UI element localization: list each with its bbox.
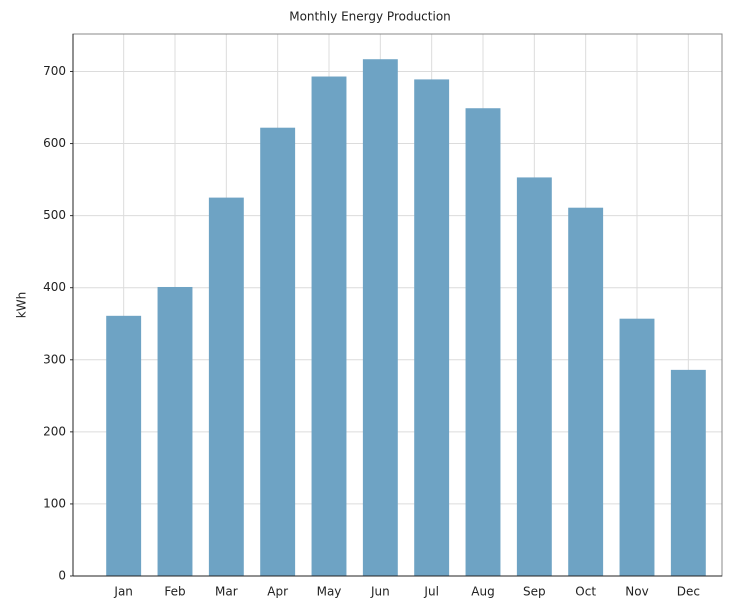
- y-tick-label: 600: [43, 136, 66, 150]
- bar: [619, 318, 655, 576]
- y-tick-label: 500: [43, 208, 66, 222]
- bar: [106, 315, 142, 576]
- bar: [568, 207, 604, 576]
- bar: [414, 79, 450, 576]
- x-tick-label: Dec: [677, 585, 700, 599]
- chart-title: Monthly Energy Production: [289, 10, 451, 24]
- x-tick-label: Oct: [575, 585, 596, 599]
- y-tick-label: 700: [43, 64, 66, 78]
- bar: [465, 108, 501, 577]
- x-tick-label: Nov: [625, 585, 648, 599]
- x-tick-label: Mar: [215, 585, 238, 599]
- y-tick-label: 200: [43, 424, 66, 438]
- y-tick-label: 300: [43, 352, 66, 366]
- y-tick-label: 100: [43, 496, 66, 510]
- x-tick-label: Jan: [113, 585, 133, 599]
- bar: [260, 127, 296, 576]
- x-tick-label: Sep: [523, 585, 546, 599]
- bar: [670, 369, 706, 576]
- bar: [208, 197, 244, 576]
- y-tick-label: 400: [43, 280, 66, 294]
- x-tick-label: Feb: [164, 585, 185, 599]
- y-axis-label: kWh: [15, 292, 29, 318]
- bar: [311, 76, 347, 577]
- x-tick-label: Aug: [471, 585, 494, 599]
- x-tick-label: Jun: [370, 585, 390, 599]
- bar: [362, 59, 398, 576]
- bar: [516, 177, 552, 576]
- bar: [157, 286, 193, 576]
- x-tick-label: Apr: [267, 585, 288, 599]
- x-tick-label: Jul: [423, 585, 438, 599]
- x-tick-label: May: [317, 585, 342, 599]
- y-tick-label: 0: [58, 569, 66, 583]
